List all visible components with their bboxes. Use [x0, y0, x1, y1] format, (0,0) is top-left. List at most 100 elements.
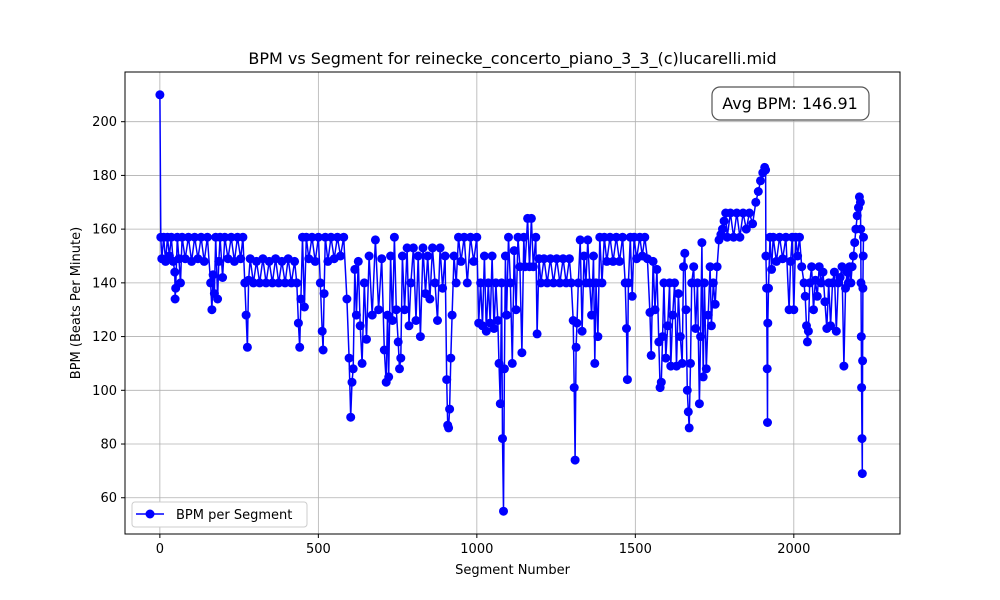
data-point: [751, 197, 761, 207]
data-point: [786, 256, 796, 266]
data-point: [686, 358, 695, 368]
data-point: [481, 326, 491, 336]
data-point: [296, 294, 306, 304]
data-point: [446, 353, 456, 363]
data-point: [710, 299, 720, 309]
data-point: [722, 232, 732, 242]
legend: BPM per Segment: [131, 501, 308, 528]
data-point: [196, 232, 206, 242]
data-point: [502, 310, 512, 320]
data-point: [293, 318, 303, 328]
data-point: [318, 345, 328, 355]
data-point: [241, 310, 251, 320]
data-point: [693, 278, 702, 288]
data-point: [425, 294, 435, 304]
data-point: [207, 305, 217, 315]
data-point: [859, 232, 868, 242]
data-point: [744, 208, 754, 218]
data-point: [802, 337, 812, 347]
chart-title: BPM vs Segment for reinecke_concerto_pia…: [248, 49, 776, 69]
data-point: [605, 232, 615, 242]
data-point: [317, 326, 327, 336]
data-point: [489, 324, 499, 333]
data-point: [509, 246, 519, 256]
data-point: [831, 326, 841, 336]
data-point: [803, 326, 813, 336]
y-tick-label: 200: [92, 115, 117, 130]
data-point: [795, 232, 804, 242]
data-point: [445, 404, 455, 414]
data-point: [531, 232, 541, 242]
data-point: [564, 254, 574, 264]
data-point: [332, 232, 342, 242]
data-point: [762, 364, 772, 374]
data-point: [483, 278, 493, 288]
data-point: [691, 324, 701, 333]
data-point: [497, 278, 507, 288]
data-point: [583, 235, 593, 245]
data-point: [566, 278, 576, 288]
data-point: [428, 243, 437, 253]
data-point: [735, 232, 745, 242]
x-axis-label: Segment Number: [455, 563, 571, 578]
data-point: [650, 305, 660, 315]
data-point: [646, 350, 656, 360]
data-point: [295, 342, 305, 352]
data-point: [504, 232, 513, 242]
data-point: [689, 262, 699, 272]
data-point: [226, 232, 236, 242]
legend-marker-swatch: [145, 509, 155, 519]
data-point: [456, 256, 466, 266]
legend-series-label: BPM per Segment: [176, 508, 292, 523]
x-tick-label: 1000: [460, 542, 493, 557]
x-tick-label: 1500: [619, 542, 652, 557]
data-point: [729, 232, 739, 242]
data-point: [615, 256, 624, 266]
data-point: [589, 251, 598, 261]
data-point: [397, 251, 407, 261]
data-point: [357, 358, 367, 368]
data-point: [558, 254, 568, 264]
data-point: [857, 434, 867, 444]
data-point: [572, 318, 582, 328]
data-point: [602, 256, 612, 266]
data-point: [447, 310, 457, 320]
x-tick-label: 0: [156, 542, 164, 557]
data-point: [789, 305, 799, 315]
data-point: [174, 254, 184, 264]
data-point: [479, 251, 489, 261]
data-point: [438, 283, 448, 293]
data-point: [290, 256, 300, 266]
data-point: [214, 256, 224, 266]
data-point: [856, 332, 866, 342]
data-point: [719, 216, 729, 226]
data-point: [261, 278, 271, 288]
data-point: [679, 262, 688, 272]
data-point: [699, 278, 709, 288]
data-point: [718, 224, 727, 234]
data-point: [218, 273, 228, 282]
data-point: [379, 345, 389, 355]
data-point: [677, 358, 687, 368]
data-point: [741, 224, 751, 234]
data-point: [848, 251, 858, 261]
data-point: [793, 251, 803, 261]
data-point: [587, 310, 597, 320]
data-point: [526, 213, 536, 223]
data-point: [579, 251, 589, 261]
data-point: [238, 232, 248, 242]
data-point: [585, 278, 595, 288]
y-tick-label: 160: [92, 223, 117, 238]
data-point: [807, 262, 817, 272]
data-point: [847, 262, 857, 272]
data-point: [569, 383, 579, 393]
data-point: [511, 305, 521, 315]
data-point: [280, 278, 290, 288]
data-point: [816, 278, 826, 288]
data-point: [668, 310, 678, 320]
data-point: [829, 267, 839, 277]
data-point: [552, 254, 562, 264]
data-point: [396, 353, 406, 363]
data-point: [500, 251, 510, 261]
data-point: [411, 316, 421, 325]
